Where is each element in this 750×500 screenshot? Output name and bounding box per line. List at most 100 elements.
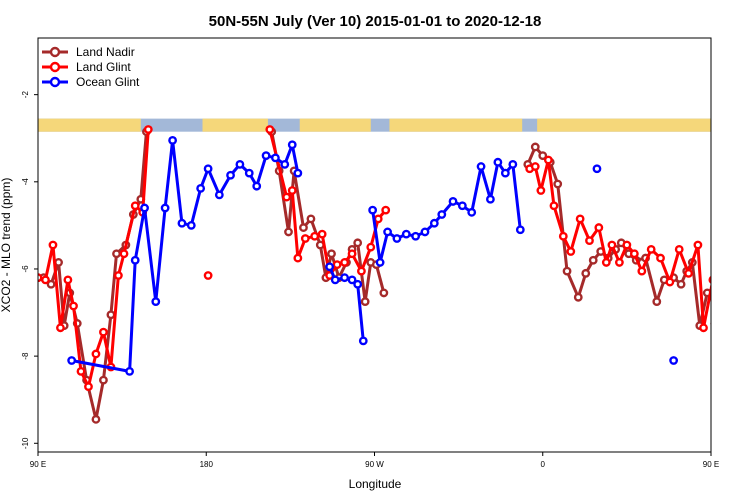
series-line-land-glint — [718, 130, 750, 387]
x-tick-label: 0 — [541, 460, 546, 469]
data-point-land-nadir — [353, 238, 363, 248]
data-point-land-glint — [629, 249, 639, 259]
data-point-land-nadir — [553, 179, 563, 189]
data-point-land-nadir — [676, 279, 686, 289]
data-point-ocean-glint — [669, 356, 679, 365]
data-point-land-glint — [203, 271, 213, 280]
data-point-ocean-glint — [340, 273, 349, 283]
series-land-nadir — [38, 127, 734, 424]
y-tick-label: -6 — [21, 265, 30, 273]
data-point-ocean-glint — [261, 151, 271, 161]
data-point-ocean-glint — [392, 234, 402, 243]
data-point-land-glint — [287, 186, 297, 195]
y-axis-label: XCO2 - MLO trend (ppm) — [0, 178, 13, 313]
x-axis: 90 E 180 90 W 0 90 E — [30, 452, 719, 469]
data-point-land-nadir — [719, 377, 725, 383]
legend-marker — [49, 61, 61, 73]
data-point-land-nadir — [284, 227, 293, 237]
data-point-land-glint — [736, 329, 742, 335]
data-point-land-glint — [347, 249, 357, 259]
data-point-ocean-glint — [740, 205, 746, 211]
data-point-land-glint — [282, 192, 292, 202]
data-point-land-glint — [743, 364, 749, 370]
data-point-land-nadir — [99, 375, 108, 385]
x-tick-label: 180 — [200, 460, 214, 469]
x-tick-label: 90 W — [365, 460, 384, 469]
data-point-land-glint — [143, 125, 153, 134]
legend-label: Ocean Glint — [76, 75, 140, 89]
data-point-land-glint — [614, 258, 624, 267]
data-point-land-glint — [566, 247, 576, 256]
data-point-land-glint — [99, 327, 108, 337]
y-tick-label: -10 — [21, 437, 30, 449]
data-point-land-glint — [317, 229, 327, 239]
data-point-ocean-glint — [214, 190, 224, 200]
data-point-ocean-glint — [271, 153, 280, 163]
data-point-ocean-glint — [411, 231, 421, 241]
data-point-land-glint — [69, 301, 78, 311]
data-point-land-nadir — [360, 297, 370, 307]
data-point-ocean-glint — [203, 164, 213, 174]
data-point-ocean-glint — [244, 168, 254, 178]
land-patch — [202, 118, 268, 132]
data-point-land-glint — [300, 234, 310, 243]
data-point-ocean-glint — [125, 366, 135, 376]
data-point-ocean-glint — [730, 257, 736, 263]
data-point-land-nadir — [538, 151, 548, 161]
data-point-land-glint — [601, 258, 611, 267]
series-line-ocean-glint — [371, 160, 522, 264]
land-ocean-mask-strip — [38, 118, 711, 132]
data-point-land-nadir — [379, 288, 389, 298]
data-point-land-nadir — [54, 258, 63, 267]
legend-marker — [49, 76, 61, 88]
data-point-land-glint — [536, 186, 546, 195]
data-point-ocean-glint — [160, 203, 170, 213]
data-point-land-glint — [38, 273, 43, 283]
data-point-ocean-glint — [375, 258, 385, 267]
data-point-land-glint — [293, 253, 303, 263]
data-point-land-glint — [558, 231, 568, 241]
data-point-ocean-glint — [500, 168, 510, 178]
data-point-ocean-glint — [429, 218, 439, 228]
data-point-land-glint — [84, 382, 93, 392]
data-point-land-glint — [684, 268, 693, 278]
data-point-ocean-glint — [140, 203, 149, 213]
data-point-ocean-glint — [383, 227, 392, 237]
data-point-ocean-glint — [493, 157, 503, 167]
data-point-ocean-glint — [508, 159, 518, 169]
data-point-land-glint — [357, 266, 366, 276]
data-point-ocean-glint — [437, 210, 447, 219]
data-point-land-glint — [119, 249, 129, 259]
data-point-land-glint — [585, 236, 594, 246]
legend-marker — [49, 46, 61, 58]
data-point-ocean-glint — [476, 162, 486, 171]
data-point-land-glint — [265, 125, 275, 134]
data-point-land-nadir — [728, 416, 734, 422]
data-point-land-nadir — [112, 249, 121, 259]
data-point-ocean-glint — [287, 140, 297, 150]
data-point-land-glint — [381, 205, 391, 215]
series-ocean-glint — [67, 136, 746, 376]
data-point-land-glint — [728, 351, 734, 357]
data-point-land-glint — [607, 240, 617, 250]
data-point-ocean-glint — [67, 356, 77, 365]
legend-item: Land Glint — [42, 60, 131, 74]
data-point-ocean-glint — [457, 201, 467, 211]
legend-item: Ocean Glint — [42, 75, 140, 89]
legend-label: Land Nadir — [76, 45, 135, 59]
data-point-ocean-glint — [293, 168, 303, 178]
data-point-land-glint — [665, 277, 675, 287]
data-point-ocean-glint — [280, 159, 290, 169]
data-point-ocean-glint — [420, 227, 430, 237]
series-line-land-nadir — [526, 145, 709, 328]
data-point-land-nadir — [299, 223, 308, 232]
land-patch — [299, 118, 371, 132]
data-point-ocean-glint — [196, 183, 206, 193]
data-point-ocean-glint — [186, 220, 196, 230]
data-point-land-glint — [310, 231, 320, 241]
data-point-land-glint — [594, 223, 604, 232]
y-tick-label: -8 — [21, 352, 30, 360]
data-point-ocean-glint — [448, 197, 458, 206]
data-point-land-glint — [56, 323, 65, 333]
y-axis: -2 -4 -6 -8 -10 — [21, 91, 38, 449]
